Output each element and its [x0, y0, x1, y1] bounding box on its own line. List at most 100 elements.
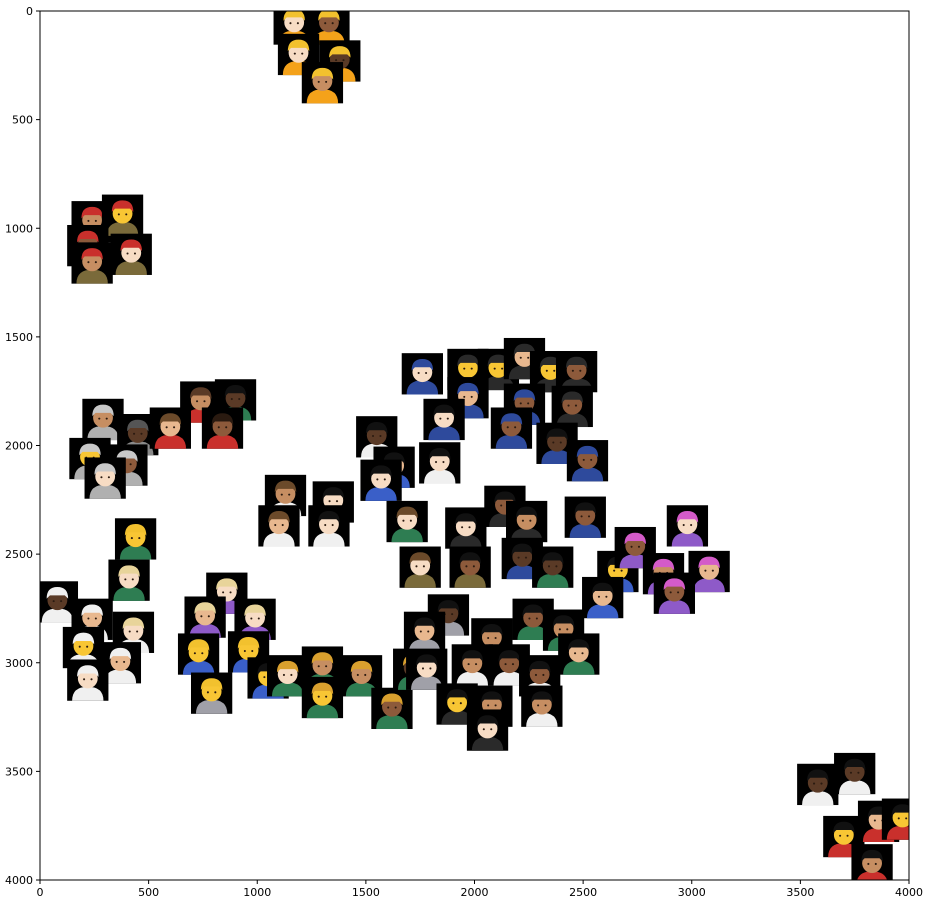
marker-headwear [476, 715, 499, 727]
marker-eye [417, 371, 420, 375]
marker-eye [317, 80, 320, 83]
point-marker [399, 546, 441, 588]
marker-eye [133, 432, 136, 435]
point-marker [582, 576, 624, 619]
point-marker [466, 709, 509, 751]
marker-eye [704, 569, 707, 572]
marker-headwear [318, 511, 340, 523]
marker-eye [60, 600, 63, 603]
y-tick-label: 1000 [5, 222, 33, 235]
marker-eye [558, 628, 561, 631]
marker-eye [107, 476, 110, 479]
marker-headwear [350, 660, 373, 673]
marker-face [125, 527, 146, 548]
marker-eye [196, 400, 199, 403]
point-marker [360, 459, 402, 501]
marker-headwear [396, 506, 418, 519]
marker-eye [225, 426, 228, 429]
marker-body [495, 434, 528, 449]
marker-face [455, 516, 476, 537]
marker-eye [521, 519, 524, 522]
marker-body [471, 736, 504, 751]
marker-body [506, 565, 538, 580]
y-tick-label: 1500 [5, 331, 33, 344]
point-marker [551, 385, 593, 428]
marker-headwear [676, 511, 699, 523]
marker-eye [325, 665, 328, 668]
point-marker [566, 440, 609, 482]
marker-headwear [237, 637, 260, 649]
marker-eye [335, 500, 339, 503]
marker-headwear [591, 582, 614, 595]
marker-eye [677, 591, 680, 594]
marker-body [411, 675, 443, 690]
marker-headwear [244, 604, 266, 616]
marker-face [577, 449, 598, 469]
marker-eye [78, 645, 81, 648]
marker-eye [131, 578, 134, 581]
marker-eye [207, 615, 210, 618]
marker-eye [356, 673, 359, 676]
marker-headwear [500, 413, 523, 425]
marker-body [586, 604, 619, 619]
marker-headwear [124, 524, 147, 536]
marker-eye [467, 663, 470, 666]
marker-eye [463, 395, 466, 398]
marker-eye [857, 771, 860, 774]
marker-headwear [216, 578, 238, 590]
marker-headwear [459, 552, 481, 564]
marker-face [410, 555, 431, 576]
marker-headwear [446, 689, 468, 701]
marker-eye [504, 663, 507, 666]
marker-eye [243, 650, 246, 653]
point-marker [308, 505, 350, 547]
marker-headwear [861, 849, 883, 862]
marker-eye [534, 673, 537, 676]
marker-face [862, 853, 882, 874]
marker-eye [475, 663, 478, 666]
marker-face [562, 394, 583, 415]
y-tick-label: 0 [26, 5, 33, 18]
marker-body [406, 380, 439, 395]
marker-headwear [552, 615, 575, 627]
marker-headwear [329, 46, 351, 58]
marker-eye [335, 59, 338, 62]
marker-headwear [92, 404, 114, 417]
marker-eye [123, 660, 126, 663]
point-marker [423, 398, 465, 441]
marker-face [110, 651, 131, 672]
marker-face [512, 546, 533, 567]
marker-headwear [833, 821, 855, 834]
marker-headwear [528, 660, 551, 673]
marker-face [547, 431, 567, 452]
marker-face [514, 347, 535, 367]
marker-body [119, 545, 152, 560]
marker-headwear [322, 487, 345, 499]
marker-face [77, 668, 98, 689]
marker-eye [429, 667, 432, 670]
marker-body [441, 710, 473, 725]
marker-headwear [891, 804, 909, 816]
marker-eye [637, 545, 641, 548]
marker-eye [524, 556, 528, 559]
marker-face [807, 772, 828, 793]
marker-face [531, 694, 552, 715]
marker-eye [427, 630, 430, 633]
point-marker [184, 596, 226, 638]
marker-eye [529, 519, 532, 522]
marker-headwear [461, 650, 484, 662]
marker-eye [98, 417, 101, 420]
marker-eye [288, 493, 291, 496]
y-axis: 0 500 1000 1500 2000 2500 3000 3500 4000 [5, 5, 40, 887]
marker-eye [117, 213, 120, 216]
marker-eye [487, 704, 490, 707]
marker-eye [125, 213, 128, 216]
marker-face [371, 468, 391, 489]
marker-eye [331, 524, 334, 527]
marker-headwear [383, 452, 405, 464]
marker-eye [290, 673, 293, 676]
marker-eye [494, 704, 497, 707]
point-marker [851, 844, 893, 880]
marker-eye [470, 367, 473, 370]
point-marker [653, 572, 696, 614]
